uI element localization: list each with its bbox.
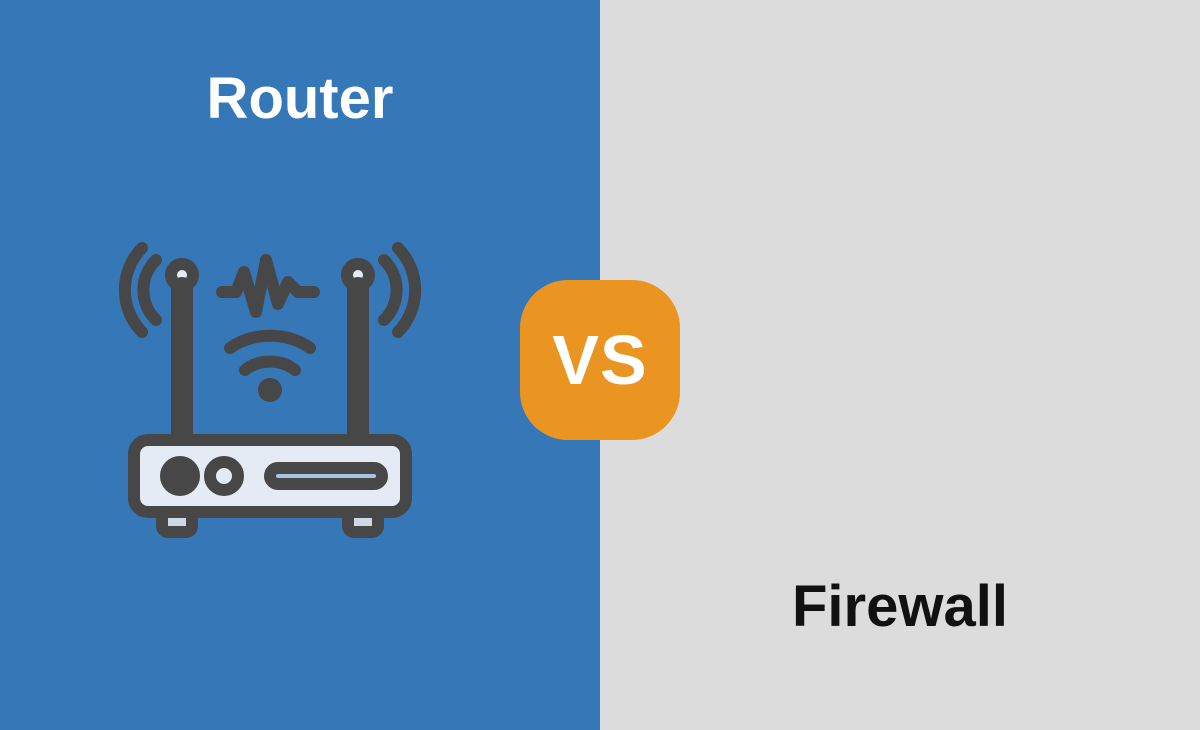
right-panel: Firewall bbox=[600, 0, 1200, 730]
left-panel: Router bbox=[0, 0, 600, 730]
router-icon bbox=[110, 230, 430, 550]
comparison-infographic: Router bbox=[0, 0, 1200, 730]
right-title: Firewall bbox=[792, 573, 1008, 640]
vs-badge: VS bbox=[520, 280, 680, 440]
left-title: Router bbox=[207, 65, 394, 132]
vs-label: VS bbox=[552, 320, 647, 400]
